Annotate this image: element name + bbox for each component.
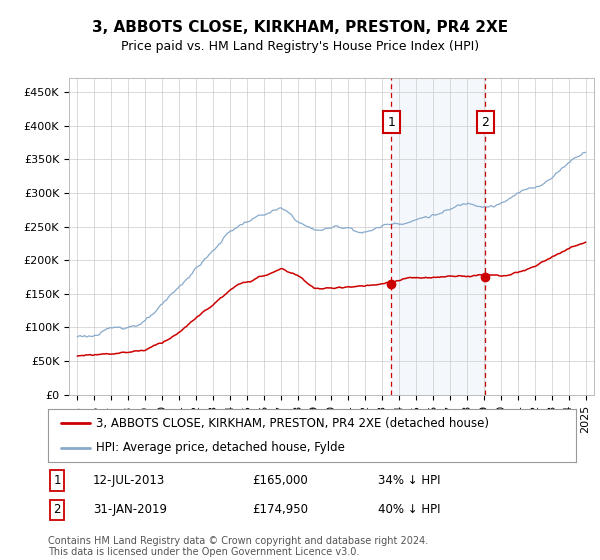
Text: Price paid vs. HM Land Registry's House Price Index (HPI): Price paid vs. HM Land Registry's House … xyxy=(121,40,479,53)
Bar xyxy=(391,78,485,395)
Text: £174,950: £174,950 xyxy=(252,503,308,516)
Text: Contains HM Land Registry data © Crown copyright and database right 2024.
This d: Contains HM Land Registry data © Crown c… xyxy=(48,535,428,557)
Text: 1: 1 xyxy=(53,474,61,487)
Text: 3, ABBOTS CLOSE, KIRKHAM, PRESTON, PR4 2XE: 3, ABBOTS CLOSE, KIRKHAM, PRESTON, PR4 2… xyxy=(92,20,508,35)
Text: 40% ↓ HPI: 40% ↓ HPI xyxy=(378,503,440,516)
Text: 34% ↓ HPI: 34% ↓ HPI xyxy=(378,474,440,487)
Text: 1: 1 xyxy=(388,116,395,129)
Text: 2: 2 xyxy=(53,503,61,516)
Text: £165,000: £165,000 xyxy=(252,474,308,487)
Text: 2: 2 xyxy=(481,116,489,129)
Text: 31-JAN-2019: 31-JAN-2019 xyxy=(93,503,167,516)
Text: 3, ABBOTS CLOSE, KIRKHAM, PRESTON, PR4 2XE (detached house): 3, ABBOTS CLOSE, KIRKHAM, PRESTON, PR4 2… xyxy=(95,417,488,430)
Text: 12-JUL-2013: 12-JUL-2013 xyxy=(93,474,165,487)
Text: HPI: Average price, detached house, Fylde: HPI: Average price, detached house, Fyld… xyxy=(95,441,344,454)
